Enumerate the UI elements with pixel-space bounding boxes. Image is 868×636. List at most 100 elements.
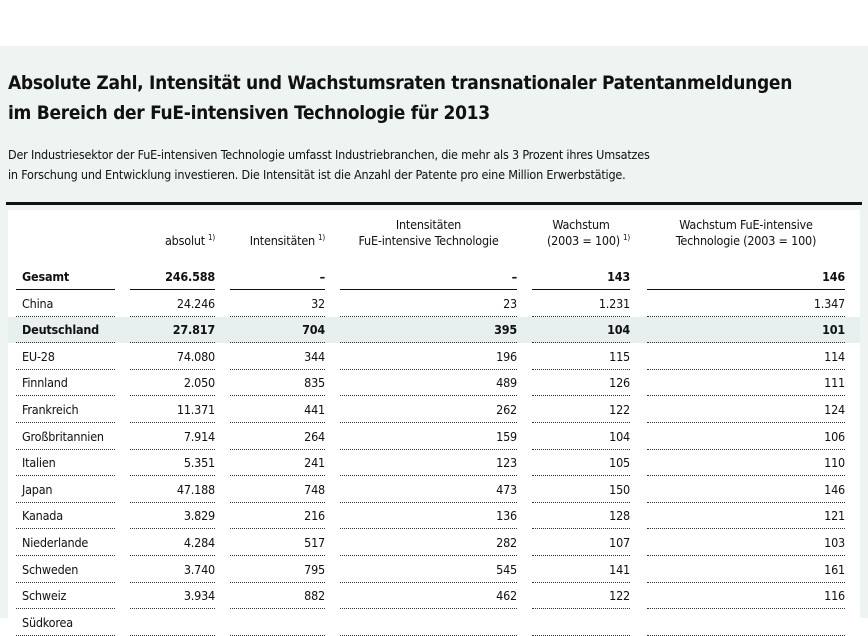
cell-value: 27.817: [172, 322, 215, 338]
row-label: Finnland: [22, 375, 68, 391]
column-header: (2003 = 100) 1): [546, 233, 630, 249]
cell-value: 1.231: [598, 295, 630, 311]
column-header: FuE-intensive Technologie: [358, 233, 499, 248]
row-separator: [647, 581, 845, 583]
cell-value: 107: [609, 535, 630, 550]
title: Absolute Zahl, Intensität und Wachstumsr…: [8, 72, 793, 94]
table-panel: [8, 210, 860, 618]
row-separator: [532, 581, 630, 583]
cell-value: 104: [607, 322, 630, 338]
row-separator: [532, 289, 630, 290]
row-label: EU-28: [22, 348, 55, 364]
cell-value: 110: [824, 455, 845, 471]
cell-value: 11.371: [176, 402, 215, 417]
cell-value: 5.351: [183, 455, 215, 471]
row-separator: [130, 608, 215, 610]
cell-value: 122: [609, 402, 630, 417]
row-separator: [340, 581, 517, 583]
row-separator: [16, 555, 115, 556]
row-separator: [230, 289, 325, 290]
cell-value: 7.914: [183, 428, 215, 444]
row-separator: [130, 342, 215, 344]
cell-value: 795: [304, 561, 325, 577]
row-separator: [647, 395, 845, 397]
cell-value: 395: [494, 322, 517, 338]
row-separator: [16, 315, 115, 317]
row-separator: [230, 315, 325, 317]
cell-value: 196: [496, 348, 517, 364]
row-separator: [230, 395, 325, 397]
row-separator: [532, 422, 630, 423]
cell-value: 106: [824, 428, 845, 444]
footnote-marker: 1): [623, 233, 630, 242]
cell-value: 3.829: [183, 508, 215, 524]
row-label: Großbritannien: [22, 428, 104, 444]
row-separator: [647, 448, 845, 450]
row-label: China: [22, 295, 54, 311]
row-separator: [532, 342, 630, 344]
column-header: Intensitäten: [395, 217, 462, 232]
cell-value: 441: [304, 402, 325, 417]
row-label: Schweden: [22, 561, 79, 577]
row-separator: [647, 555, 845, 556]
cell-value: 124: [824, 402, 845, 417]
row-separator: [16, 581, 115, 583]
cell-value: –: [319, 269, 326, 284]
cell-value: 545: [496, 561, 517, 577]
row-separator: [532, 608, 630, 610]
row-separator: [130, 448, 215, 450]
cell-value: 47.188: [176, 481, 215, 497]
cell-value: 32: [311, 295, 325, 311]
cell-value: 3.934: [183, 588, 215, 604]
row-separator: [340, 501, 517, 503]
row-separator: [130, 581, 215, 583]
row-separator: [340, 608, 517, 610]
row-separator: [532, 528, 630, 530]
column-header: Wachstum FuE-intensive: [679, 217, 813, 232]
cell-value: 462: [496, 588, 517, 604]
cell-value: 136: [496, 508, 517, 524]
row-separator: [16, 501, 115, 503]
cell-value: 128: [609, 508, 630, 524]
row-label: Japan: [22, 481, 53, 497]
cell-value: 121: [824, 508, 845, 524]
row-separator: [647, 368, 845, 370]
row-separator: [340, 475, 517, 477]
row-separator: [647, 342, 845, 344]
row-label: Schweiz: [22, 588, 67, 604]
cell-value: 115: [609, 348, 630, 364]
column-header: Technologie (2003 = 100): [675, 233, 817, 248]
row-separator: [130, 368, 215, 370]
cell-value: 161: [824, 561, 845, 577]
cell-value: 141: [609, 561, 630, 577]
row-separator: [230, 475, 325, 477]
row-separator: [130, 528, 215, 530]
row-separator: [340, 395, 517, 397]
cell-value: 74.080: [176, 348, 215, 364]
row-separator: [532, 475, 630, 477]
row-separator: [532, 368, 630, 370]
row-separator: [16, 422, 115, 423]
row-separator: [16, 289, 115, 290]
row-separator: [647, 475, 845, 477]
footnote-marker: 1): [318, 233, 325, 242]
cell-value: 150: [609, 481, 630, 497]
row-separator: [230, 342, 325, 344]
row-separator: [130, 555, 215, 556]
cell-value: 344: [304, 348, 325, 364]
cell-value: 4.284: [183, 535, 215, 550]
row-separator: [16, 448, 115, 450]
cell-value: 104: [609, 428, 630, 444]
row-separator: [16, 475, 115, 477]
cell-value: 2.050: [183, 375, 215, 391]
cell-value: 3.740: [183, 561, 215, 577]
row-separator: [340, 448, 517, 450]
cell-value: 246.588: [165, 269, 215, 284]
row-separator: [340, 528, 517, 530]
row-separator: [130, 501, 215, 503]
row-separator: [230, 368, 325, 370]
cell-value: 473: [496, 481, 517, 497]
cell-value: 123: [496, 455, 517, 471]
cell-value: 24.246: [176, 295, 215, 311]
cell-value: 262: [496, 402, 517, 417]
